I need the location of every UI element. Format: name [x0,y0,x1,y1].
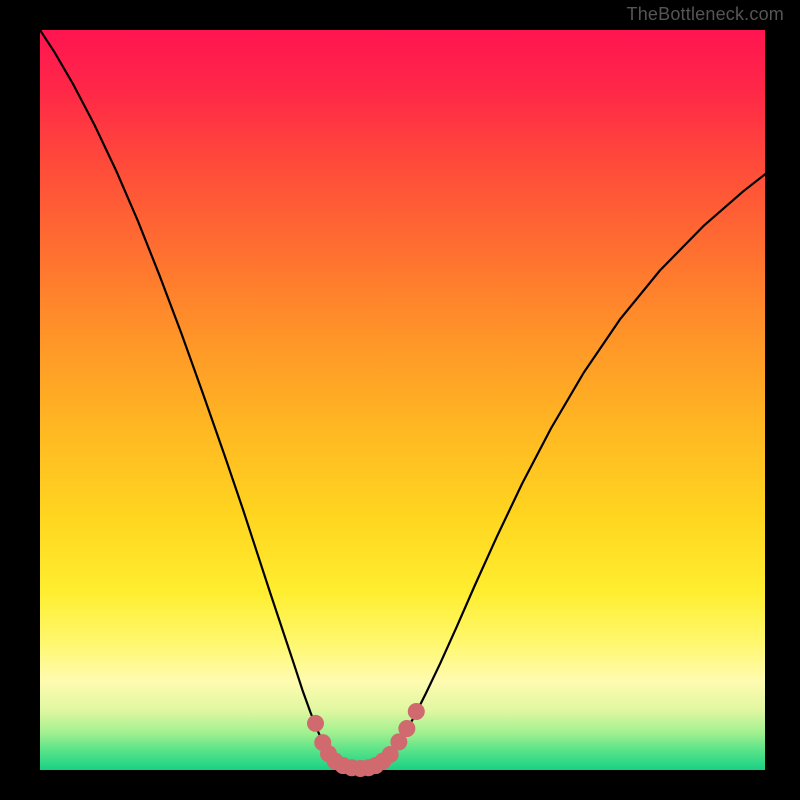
marker-point [408,704,424,720]
plot-background [40,30,765,770]
watermark-text: TheBottleneck.com [627,4,784,25]
marker-point [308,715,324,731]
chart-svg [0,0,800,800]
marker-point [399,721,415,737]
chart-container: TheBottleneck.com [0,0,800,800]
canvas-wrapper [0,0,800,800]
